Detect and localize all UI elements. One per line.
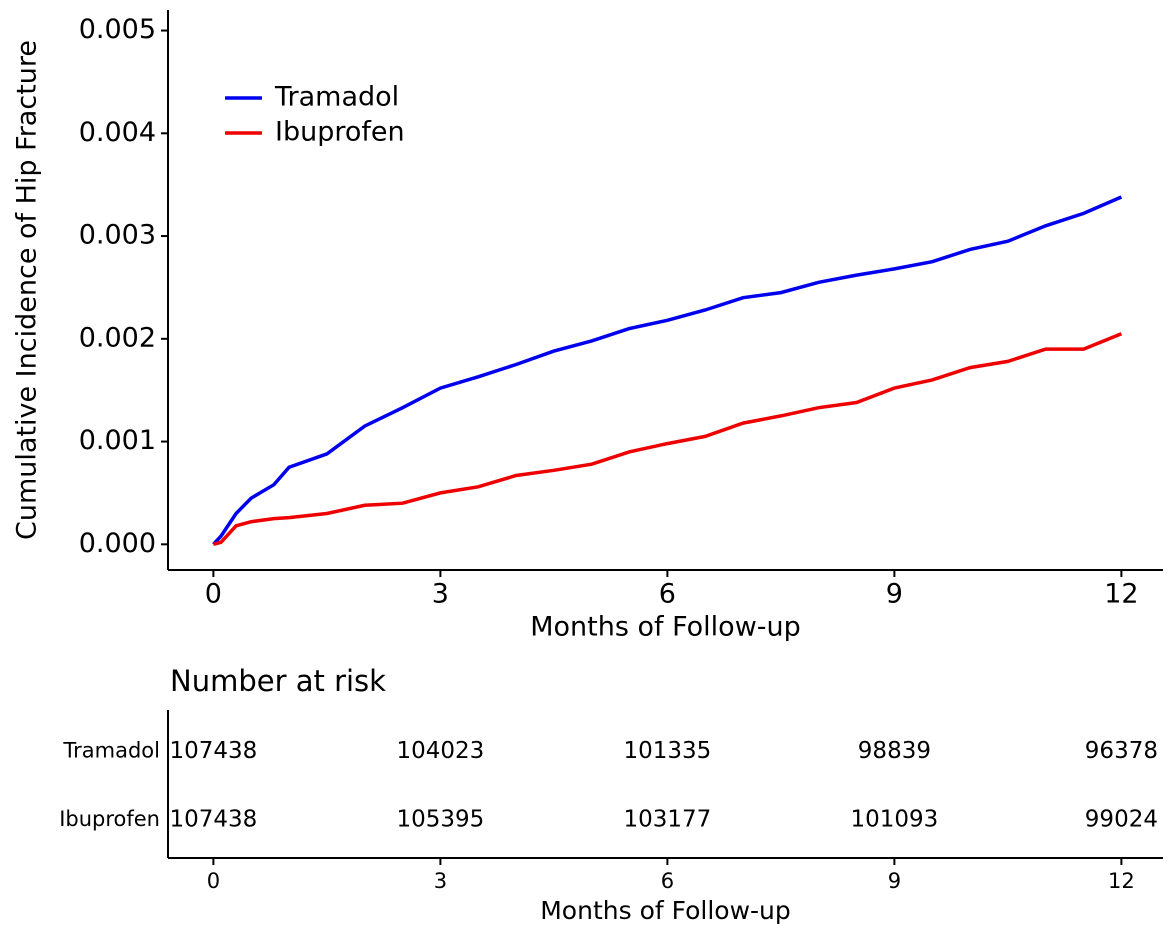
series-line <box>212 332 1123 546</box>
x-tick-label: 6 <box>659 579 676 610</box>
series-line <box>212 195 1123 546</box>
y-tick-label: 0.001 <box>79 425 156 456</box>
risk-value: 103177 <box>623 807 711 833</box>
risk-value: 105395 <box>396 807 484 833</box>
x-tick-label: 0 <box>207 869 220 893</box>
risk-value: 96378 <box>1085 738 1158 764</box>
x-tick-label: 3 <box>432 579 449 610</box>
risk-value: 98839 <box>858 738 931 764</box>
risk-value: 99024 <box>1085 807 1158 833</box>
x-axis-label: Months of Follow-up <box>540 896 791 925</box>
x-tick-label: 0 <box>205 579 222 610</box>
x-tick-label: 12 <box>1108 869 1135 893</box>
risk-value: 107438 <box>169 738 257 764</box>
y-tick-label: 0.003 <box>79 220 156 251</box>
x-tick-label: 12 <box>1104 579 1138 610</box>
row-label: Tramadol <box>62 738 160 762</box>
x-tick-label: 3 <box>434 869 447 893</box>
legend-label: Ibuprofen <box>275 117 405 148</box>
y-tick-label: 0.005 <box>79 14 156 45</box>
x-tick-label: 9 <box>886 579 903 610</box>
y-tick-label: 0.004 <box>79 117 156 148</box>
y-tick-label: 0.002 <box>79 322 156 353</box>
risk-value: 104023 <box>396 738 484 764</box>
legend-label: Tramadol <box>274 82 399 113</box>
risk-value: 101093 <box>850 807 938 833</box>
risk-value: 101335 <box>623 738 711 764</box>
table-title: Number at risk <box>170 664 386 698</box>
y-tick-label: 0.000 <box>79 528 156 559</box>
x-tick-label: 6 <box>661 869 674 893</box>
row-label: Ibuprofen <box>59 807 160 831</box>
y-axis-label: Cumulative Incidence of Hip Fracture <box>12 40 43 540</box>
x-tick-label: 9 <box>888 869 901 893</box>
risk-value: 107438 <box>169 807 257 833</box>
x-axis-label: Months of Follow-up <box>530 612 801 643</box>
